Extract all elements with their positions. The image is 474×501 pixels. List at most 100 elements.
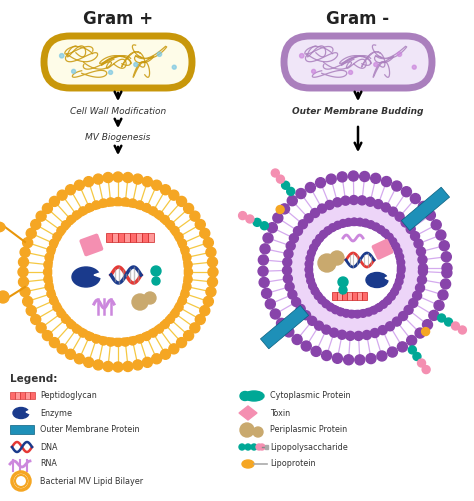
Circle shape [258,266,268,276]
Circle shape [283,274,292,283]
Circle shape [393,283,401,291]
Circle shape [414,239,423,248]
Bar [357,292,362,300]
Circle shape [67,320,76,329]
Circle shape [407,336,417,346]
Circle shape [113,338,122,347]
Circle shape [314,227,396,309]
Ellipse shape [242,460,254,468]
Circle shape [65,349,75,359]
Circle shape [45,253,54,262]
Circle shape [286,241,295,250]
Bar [260,306,309,349]
Circle shape [57,190,67,200]
Circle shape [177,239,186,248]
Circle shape [152,277,160,285]
Circle shape [328,224,337,232]
Circle shape [310,208,319,217]
Circle shape [321,351,332,361]
Circle shape [259,444,265,450]
Circle shape [263,233,273,243]
Bar [130,233,136,242]
Circle shape [418,276,427,284]
Circle shape [314,321,323,330]
Circle shape [239,444,245,450]
Text: Peptidoglycan: Peptidoglycan [40,391,97,400]
Circle shape [57,309,66,318]
Circle shape [26,228,36,238]
Circle shape [74,354,84,364]
Circle shape [404,306,413,314]
Circle shape [182,282,191,291]
Circle shape [325,200,334,209]
Bar [112,233,118,242]
Circle shape [322,300,330,308]
Circle shape [133,360,143,370]
Circle shape [367,221,375,229]
Circle shape [284,327,294,337]
Circle shape [326,174,336,184]
Circle shape [276,205,284,213]
Circle shape [397,342,407,352]
Circle shape [36,323,46,333]
Circle shape [306,271,314,279]
Circle shape [73,211,82,220]
Text: Lipopolysaccharide: Lipopolysaccharide [270,442,348,451]
Bar [265,445,268,449]
Circle shape [312,239,320,247]
Circle shape [123,362,133,371]
Circle shape [170,309,179,318]
Circle shape [99,199,108,208]
Bar [401,187,449,230]
Circle shape [183,203,193,213]
Circle shape [300,54,304,58]
Circle shape [174,232,183,241]
Circle shape [344,355,354,365]
Circle shape [370,329,379,338]
Circle shape [169,190,179,200]
Circle shape [123,172,133,182]
Circle shape [93,360,103,370]
Circle shape [203,237,213,247]
Circle shape [83,177,94,187]
Ellipse shape [240,391,250,400]
Circle shape [203,297,213,306]
Bar [347,292,352,300]
Circle shape [92,201,101,210]
Circle shape [18,267,28,277]
Circle shape [413,353,421,360]
Bar [10,392,15,399]
Wedge shape [385,274,394,282]
Circle shape [258,255,268,265]
Circle shape [296,188,306,198]
Circle shape [65,185,75,195]
Circle shape [334,221,342,229]
Circle shape [83,357,94,367]
Circle shape [438,290,448,300]
Circle shape [142,357,152,367]
FancyBboxPatch shape [284,36,432,88]
Circle shape [160,320,169,329]
Circle shape [396,272,404,280]
Circle shape [348,71,353,75]
Circle shape [333,198,342,207]
Circle shape [142,177,152,187]
Circle shape [458,326,466,334]
Circle shape [387,292,395,300]
Circle shape [324,227,332,235]
Bar [148,233,154,242]
Circle shape [378,326,387,335]
Circle shape [377,351,387,361]
Text: Outer Membrane Protein: Outer Membrane Protein [40,425,139,434]
Text: Enzyme: Enzyme [40,408,72,417]
Circle shape [208,277,218,287]
Circle shape [348,310,356,318]
Circle shape [417,247,426,256]
Circle shape [160,215,169,224]
Circle shape [152,354,162,364]
Circle shape [381,229,389,237]
Bar [124,233,130,242]
Circle shape [357,196,366,205]
Circle shape [422,320,432,330]
Circle shape [53,207,183,337]
